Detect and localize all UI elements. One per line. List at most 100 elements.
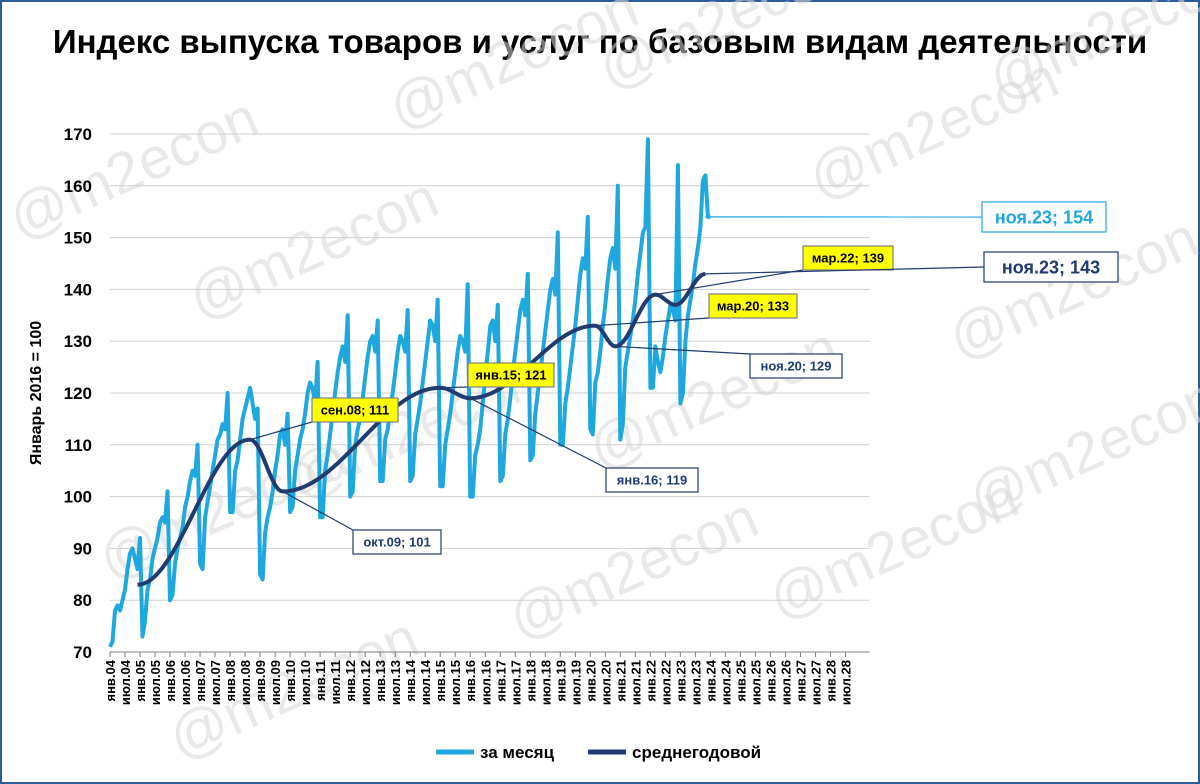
x-tick-label: июл.23 xyxy=(688,660,703,705)
annotation-label: ноя.20; 129 xyxy=(761,359,832,374)
y-tick-label: 80 xyxy=(73,591,92,610)
annotation-label: янв.15; 121 xyxy=(475,368,546,383)
y-tick-label: 110 xyxy=(65,436,92,455)
x-tick-label: июл.11 xyxy=(328,660,343,704)
x-tick-label: янв.11 xyxy=(313,660,328,701)
y-tick-label: 90 xyxy=(73,539,92,558)
annotation-label: ноя.23; 143 xyxy=(1002,257,1100,277)
x-tick-label: янв.12 xyxy=(343,660,358,702)
annotation-box xyxy=(467,362,555,388)
y-tick-label: 70 xyxy=(73,643,92,662)
x-tick-label: янв.16 xyxy=(463,660,478,702)
x-tick-label: янв.06 xyxy=(163,660,178,702)
x-tick-label: июл.08 xyxy=(238,660,253,705)
x-tick-label: июл.20 xyxy=(598,660,613,705)
y-tick-label: 130 xyxy=(64,332,92,351)
x-tick-label: янв.14 xyxy=(403,659,418,701)
x-tick-label: июл.06 xyxy=(178,660,193,705)
watermark-text: @m2econ xyxy=(179,165,448,332)
x-tick-label: июл.15 xyxy=(448,660,463,705)
watermark-text: @m2econ xyxy=(0,85,268,252)
x-tick-label: янв.04 xyxy=(103,659,118,701)
watermark-text: @m2econ xyxy=(979,0,1200,112)
x-tick-label: июл.24 xyxy=(718,659,733,705)
x-tick-label: июл.13 xyxy=(388,660,403,705)
annotation-leader xyxy=(595,317,710,327)
annotation-box xyxy=(605,467,699,493)
annotation-box xyxy=(708,293,798,319)
y-tick-label: 140 xyxy=(64,280,92,299)
legend-label: за месяц xyxy=(480,743,555,762)
x-tick-label: янв.22 xyxy=(643,660,658,702)
annotation-box xyxy=(981,201,1107,233)
annotation-box xyxy=(311,397,399,423)
series-srednegodovoy-line xyxy=(137,271,706,587)
x-tick-label: июл.05 xyxy=(148,660,163,705)
series-za-mesyats-line xyxy=(108,137,711,648)
x-tick-label: янв.15 xyxy=(433,660,448,702)
y-tick-label: 100 xyxy=(64,488,92,507)
annotation-box xyxy=(352,529,442,555)
x-tick-label: янв.21 xyxy=(613,660,628,702)
x-tick-label: июл.07 xyxy=(208,660,223,705)
x-tick-label: июл.16 xyxy=(478,660,493,705)
x-tick-label: янв.27 xyxy=(793,660,808,702)
x-tick-label: июл.26 xyxy=(778,660,793,705)
annotation-leader xyxy=(469,397,607,469)
x-tick-label: июл.22 xyxy=(658,660,673,705)
annotation-box xyxy=(802,245,894,271)
x-tick-label: янв.07 xyxy=(193,660,208,702)
annotation-label: мар.22; 139 xyxy=(812,251,884,266)
x-tick-label: июл.14 xyxy=(418,659,433,705)
x-tick-label: янв.13 xyxy=(373,660,388,702)
x-tick-label: июл.21 xyxy=(628,660,643,705)
y-tick-label: 170 xyxy=(64,125,92,144)
y-tick-label: 150 xyxy=(64,229,92,248)
x-tick-label: июл.04 xyxy=(118,659,133,705)
grid: 70 80 90 100 110 120 130 140 150 160 170 xyxy=(64,125,870,662)
annotation-label: ноя.23; 154 xyxy=(995,207,1093,227)
annotation-leader xyxy=(705,266,985,275)
x-tick-label: июл.12 xyxy=(358,660,373,705)
x-tick-label: янв.05 xyxy=(133,660,148,702)
legend: за месяц среднегодовой xyxy=(436,743,761,762)
y-tick-label: 160 xyxy=(64,177,92,196)
x-tick-label: янв.28 xyxy=(823,660,838,702)
x-tick-label: июл.09 xyxy=(268,660,283,705)
x-tick-label: янв.25 xyxy=(733,660,748,702)
x-tick-label: июл.28 xyxy=(838,660,853,705)
annotation-box xyxy=(749,353,843,379)
annotation-label: сен.08; 111 xyxy=(321,403,390,418)
watermark-text: @m2econ xyxy=(959,365,1200,532)
x-tick-label: июл.19 xyxy=(568,660,583,705)
y-axis-label: Январь 2016 = 100 xyxy=(28,321,45,465)
x-tick-label: янв.08 xyxy=(223,660,238,702)
x-tick-label: июл.10 xyxy=(298,660,313,705)
annotation-leader xyxy=(655,269,804,296)
x-tick-label: янв.26 xyxy=(763,660,778,702)
annotation-label: янв.16; 119 xyxy=(617,473,687,488)
x-tick-label: июл.17 xyxy=(508,660,523,705)
annotation-box xyxy=(983,251,1119,283)
annotation-leader xyxy=(282,490,354,531)
x-tick-label: янв.19 xyxy=(553,660,568,702)
annotation-leader xyxy=(249,421,313,441)
x-tick-label: янв.09 xyxy=(253,660,268,702)
annotation-leader xyxy=(615,345,751,355)
x-tick-label: янв.10 xyxy=(283,660,298,702)
chart-title: Индекс выпуска товаров и услуг по базовы… xyxy=(52,23,1148,60)
x-tick-label: июл.27 xyxy=(808,660,823,705)
legend-label: среднегодовой xyxy=(632,743,761,762)
x-tick-label: июл.25 xyxy=(748,660,763,705)
annotation-label: окт.09; 101 xyxy=(363,535,430,550)
x-tick-label: янв.23 xyxy=(673,660,688,702)
x-tick-label: янв.18 xyxy=(523,660,538,702)
annotations: сен.08; 111 окт.09; 101 янв.15; 121 янв.16;… xyxy=(249,201,1119,555)
x-tick-label: янв.24 xyxy=(703,659,718,701)
x-tick-label: янв.17 xyxy=(493,660,508,702)
x-tick-label: июл.18 xyxy=(538,660,553,705)
annotation-leader xyxy=(440,386,469,389)
x-tick-label: янв.20 xyxy=(583,660,598,702)
